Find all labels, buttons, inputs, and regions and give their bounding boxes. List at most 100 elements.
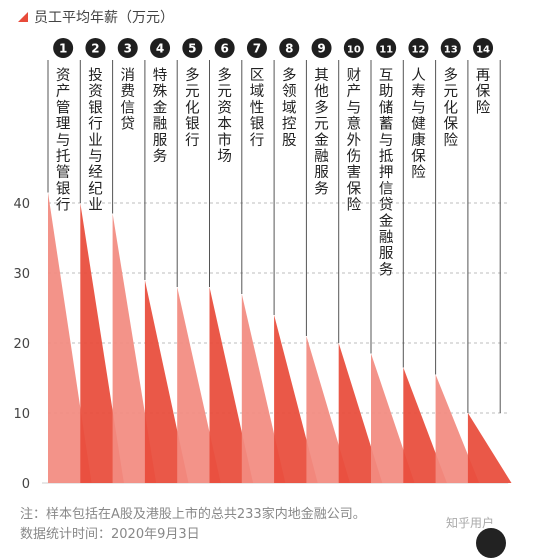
rank-badge [279,38,300,58]
category-label: 银 [56,180,71,197]
bar [144,280,189,483]
rank-number: 9 [317,42,325,56]
bar [209,287,254,483]
category-label: 管 [56,164,71,181]
category-label: 化 [185,99,200,116]
category-label: 消 [121,67,136,84]
category-label: 业 [88,132,103,149]
category-label: 互 [379,68,394,84]
category-label: 资 [88,83,103,100]
category-label: 服 [314,165,329,181]
category-label: 信 [379,180,394,197]
category-label: 域 [250,83,265,100]
category-label: 性 [250,99,265,116]
category-label: 行 [88,116,103,133]
rank-badge [376,38,397,58]
category-label: 化 [444,99,459,116]
source-credit: 知乎用户 [446,516,495,530]
category-label: 伤 [347,148,362,165]
rank-badge [440,38,461,58]
category-label: 纪 [88,180,103,197]
category-label: 险 [411,164,426,181]
category-label: 控 [282,116,297,133]
category-label: 保 [411,148,426,165]
rank-badge [150,38,171,58]
note-sample: 注：样本包括在A股及港股上市的总共233家内地金融公司。 [20,507,366,522]
category-label: 费 [121,83,136,100]
category-label: 寿 [411,83,426,100]
category-label: 银 [88,99,103,116]
y-tick-label: 30 [13,267,30,282]
category-label: 产 [56,83,71,100]
category-label: 蓄 [379,116,394,133]
category-label: 资 [217,99,232,116]
y-tick-label: 20 [13,337,30,352]
category-label: 务 [379,261,394,278]
rank-number: 2 [91,42,99,56]
category-label: 他 [314,83,329,100]
legend-swatch [18,12,28,22]
rank-number: 10 [347,45,361,56]
category-label: 险 [476,99,491,116]
category-label: 本 [217,116,232,133]
category-label: 押 [379,164,394,181]
category-label: 与 [56,132,71,149]
category-label: 保 [347,180,362,197]
rank-badge [117,38,138,58]
category-label: 康 [411,132,426,149]
category-label: 多 [185,67,200,84]
category-label: 外 [347,132,362,149]
category-label: 信 [121,99,136,116]
category-label: 元 [185,84,200,100]
category-label: 银 [250,116,265,133]
rank-number: 7 [253,42,261,56]
category-label: 融 [153,116,168,133]
category-label: 多 [444,67,459,84]
category-label: 行 [185,132,200,149]
rank-number: 4 [156,42,164,56]
category-label: 业 [88,197,103,214]
category-label: 保 [476,83,491,100]
category-label: 与 [411,99,426,116]
category-label: 殊 [153,83,168,100]
rank-number: 12 [411,45,425,56]
y-tick-label: 10 [13,407,30,422]
category-label: 域 [282,99,297,116]
bar [177,287,221,483]
rank-badge [408,38,429,58]
category-label: 融 [379,229,394,246]
category-label: 托 [56,148,71,165]
category-label: 元 [217,84,232,100]
bar [306,336,351,483]
bar [371,353,415,483]
category-label: 与 [379,132,394,149]
category-label: 储 [379,99,394,116]
bar [467,413,512,483]
category-label: 险 [444,132,459,149]
rank-badge [473,38,494,58]
category-label: 市 [217,132,232,149]
rank-badge [182,38,203,58]
category-label: 投 [88,67,103,84]
category-label: 财 [347,67,362,84]
category-label: 险 [347,197,362,214]
category-label: 服 [153,133,168,149]
category-label: 金 [153,99,168,116]
bar [241,294,286,483]
category-label: 害 [347,164,362,181]
category-label: 务 [153,148,168,165]
category-label: 多 [282,67,297,84]
category-label: 元 [314,117,329,133]
category-label: 务 [314,180,329,197]
category-label: 人 [411,67,426,84]
category-label: 元 [444,84,459,100]
category-label: 经 [88,164,103,181]
salary-chart: 0102030401资产管理与托管银行2投资银行业与经纪业3消费信贷4特殊金融服… [13,38,512,492]
rank-number: 13 [444,45,458,56]
rank-badge [53,38,74,58]
category-label: 银 [185,116,200,133]
bar [112,213,157,483]
category-label: 理 [56,117,71,133]
category-label: 行 [250,132,265,149]
category-label: 管 [56,99,71,116]
